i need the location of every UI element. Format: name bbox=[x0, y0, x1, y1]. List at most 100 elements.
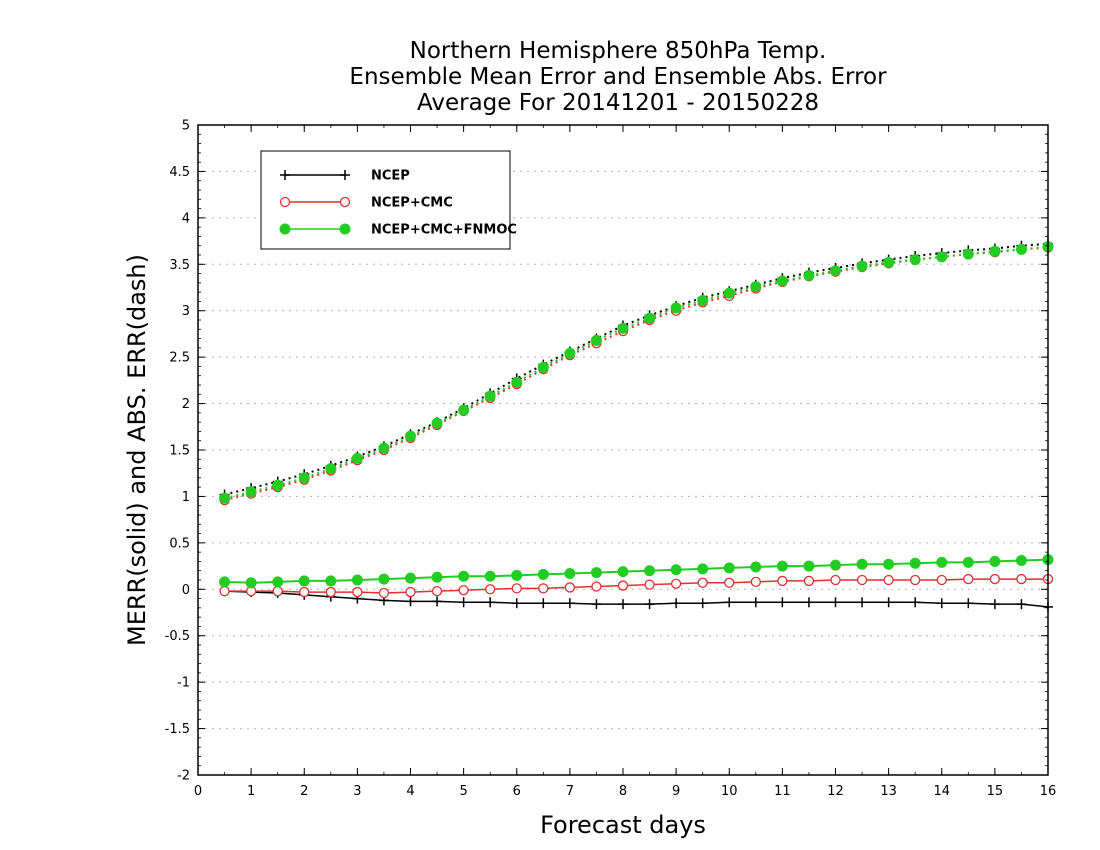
x-tick-label: 16 bbox=[1040, 784, 1057, 799]
merr-point bbox=[910, 574, 921, 586]
legend-box bbox=[260, 150, 511, 250]
y-tick-label: 4.5 bbox=[169, 165, 190, 180]
y-tick-label: 3.5 bbox=[169, 258, 190, 273]
merr-point bbox=[830, 597, 841, 608]
abs-err-point bbox=[776, 275, 788, 287]
abs-err-point bbox=[245, 486, 257, 498]
x-tick-label: 2 bbox=[300, 784, 308, 799]
merr-point bbox=[909, 557, 921, 569]
merr-point bbox=[936, 574, 947, 586]
x-tick-label: 13 bbox=[880, 784, 897, 799]
legend-marker bbox=[339, 223, 351, 235]
merr-point bbox=[431, 585, 443, 597]
merr-point bbox=[298, 575, 310, 587]
merr-point bbox=[458, 570, 470, 582]
abs-err-point bbox=[936, 251, 948, 263]
abs-err-point bbox=[644, 312, 656, 324]
abs-err-point bbox=[697, 295, 709, 306]
merr-point bbox=[590, 567, 602, 579]
merr-point bbox=[219, 585, 230, 597]
legend-label: NCEP+CMC+FNMOC bbox=[371, 223, 517, 238]
abs-err-point bbox=[590, 334, 602, 346]
merr-point bbox=[272, 585, 283, 597]
merr-point bbox=[537, 568, 549, 580]
merr-point bbox=[591, 599, 602, 610]
merr-point bbox=[644, 579, 655, 590]
abs-err-point bbox=[883, 256, 895, 268]
x-tick-label: 14 bbox=[933, 784, 950, 799]
y-tick-label: 0 bbox=[182, 583, 190, 598]
title-line-2: Ensemble Mean Error and Ensemble Abs. Er… bbox=[349, 64, 887, 90]
x-tick-label: 11 bbox=[774, 784, 791, 799]
y-tick-label: -2 bbox=[177, 769, 190, 784]
merr-point bbox=[564, 582, 576, 593]
grid-lines bbox=[198, 170, 1048, 730]
merr-point bbox=[724, 597, 735, 608]
abs-err-point bbox=[803, 269, 815, 281]
merr-point bbox=[245, 577, 257, 589]
merr-point bbox=[750, 597, 761, 608]
legend-marker bbox=[279, 223, 291, 235]
merr-point bbox=[777, 597, 788, 608]
legend-label: NCEP+CMC bbox=[371, 196, 453, 211]
merr-point bbox=[697, 577, 708, 588]
merr-point bbox=[883, 574, 894, 586]
merr-point bbox=[352, 586, 363, 598]
merr-point bbox=[644, 599, 655, 610]
y-tick-label: 1 bbox=[182, 490, 190, 505]
x-tick-label: 9 bbox=[672, 784, 680, 799]
merr-point bbox=[963, 573, 974, 585]
merr-point bbox=[431, 571, 443, 583]
merr-point bbox=[485, 584, 496, 595]
y-tick-label: 5 bbox=[182, 119, 190, 134]
y-tick-label: -1.5 bbox=[165, 722, 190, 737]
title-line-3: Average For 20141201 - 20150228 bbox=[417, 90, 819, 116]
abs-err-point bbox=[750, 281, 762, 293]
merr-point bbox=[910, 597, 921, 608]
legend-item: NCEP+CMC bbox=[279, 196, 453, 211]
series-ncep bbox=[219, 238, 1053, 612]
merr-point bbox=[458, 585, 469, 596]
merr-point bbox=[697, 598, 708, 609]
merr-point bbox=[644, 565, 656, 577]
merr-point bbox=[936, 556, 948, 568]
abs-err-point bbox=[219, 492, 231, 504]
abs-err-point bbox=[325, 463, 337, 475]
merr-point bbox=[962, 556, 974, 568]
x-tick-label: 10 bbox=[721, 784, 738, 799]
legend-marker bbox=[279, 196, 291, 208]
merr-point bbox=[670, 578, 682, 589]
merr-point bbox=[405, 596, 416, 607]
legend-item: NCEP+CMC+FNMOC bbox=[279, 223, 517, 238]
y-tick-label: 0.5 bbox=[169, 536, 190, 551]
abs-err-point bbox=[909, 254, 921, 266]
merr-point bbox=[351, 574, 363, 586]
x-tick-label: 5 bbox=[459, 784, 467, 799]
x-tick-label: 3 bbox=[353, 784, 361, 799]
merr-point bbox=[405, 586, 416, 598]
y-tick-label: 2.5 bbox=[169, 351, 190, 366]
legend-marker bbox=[339, 196, 351, 208]
merr-point bbox=[857, 597, 868, 608]
legend-rows: NCEP NCEP+CMC NCEP+CMC+FNMOC bbox=[279, 169, 517, 238]
merr-point bbox=[803, 597, 814, 608]
abs-err-point bbox=[723, 287, 735, 299]
abs-err-point bbox=[856, 260, 868, 272]
abs-err-point bbox=[1015, 243, 1027, 255]
merr-point bbox=[830, 574, 841, 586]
merr-point bbox=[750, 561, 762, 573]
merr-point bbox=[697, 563, 709, 575]
y-tick-label: 2 bbox=[182, 397, 190, 412]
abs-err-point bbox=[962, 248, 974, 260]
merr-point bbox=[484, 570, 496, 582]
merr-point bbox=[538, 598, 549, 609]
merr-point bbox=[591, 581, 602, 592]
legend-marker bbox=[280, 170, 290, 180]
merr-point bbox=[405, 572, 416, 584]
abs-err-point bbox=[298, 472, 310, 484]
chart-title: Northern Hemisphere 850hPa Temp. Ensembl… bbox=[349, 38, 887, 116]
merr-point bbox=[511, 569, 523, 581]
merr-point bbox=[750, 576, 761, 588]
merr-point bbox=[378, 573, 390, 585]
